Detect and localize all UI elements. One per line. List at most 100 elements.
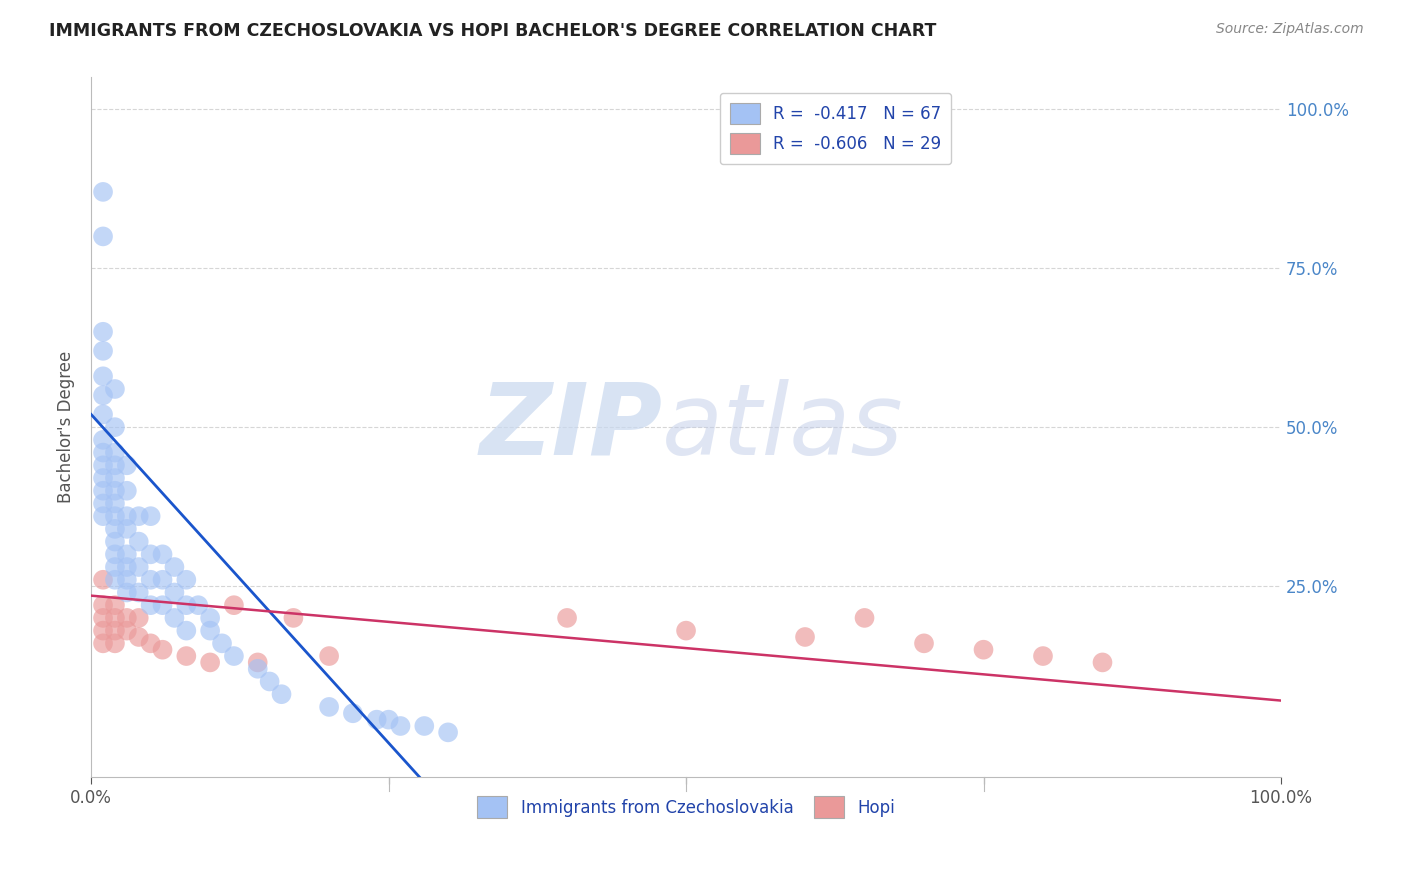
Point [163, 585, 186, 599]
Point [91, 325, 114, 339]
Point [139, 547, 162, 561]
Point [853, 611, 876, 625]
Point [104, 598, 127, 612]
Point [163, 560, 186, 574]
Legend: Immigrants from Czechoslovakia, Hopi: Immigrants from Czechoslovakia, Hopi [471, 789, 901, 824]
Point [115, 624, 138, 638]
Point [437, 725, 460, 739]
Point [104, 471, 127, 485]
Point [91, 445, 114, 459]
Point [128, 611, 150, 625]
Point [104, 547, 127, 561]
Point [246, 656, 269, 670]
Point [139, 573, 162, 587]
Point [115, 560, 138, 574]
Point [91, 343, 114, 358]
Text: ZIP: ZIP [479, 378, 662, 475]
Point [91, 483, 114, 498]
Point [675, 624, 697, 638]
Point [152, 598, 174, 612]
Point [91, 573, 114, 587]
Point [104, 496, 127, 510]
Point [259, 674, 281, 689]
Point [104, 509, 127, 524]
Point [91, 471, 114, 485]
Point [104, 445, 127, 459]
Point [104, 624, 127, 638]
Point [377, 713, 399, 727]
Point [973, 642, 995, 657]
Point [115, 522, 138, 536]
Point [152, 547, 174, 561]
Point [152, 573, 174, 587]
Point [128, 534, 150, 549]
Point [366, 713, 388, 727]
Point [222, 648, 245, 663]
Point [104, 458, 127, 473]
Point [91, 388, 114, 402]
Point [104, 382, 127, 396]
Point [91, 458, 114, 473]
Point [91, 408, 114, 422]
Point [115, 458, 138, 473]
Point [187, 598, 209, 612]
Point [198, 656, 221, 670]
Point [413, 719, 436, 733]
Point [91, 624, 114, 638]
Point [318, 700, 340, 714]
Point [91, 509, 114, 524]
Point [104, 522, 127, 536]
Point [1091, 656, 1114, 670]
Point [139, 509, 162, 524]
Point [555, 611, 578, 625]
Y-axis label: Bachelor's Degree: Bachelor's Degree [58, 351, 75, 503]
Point [115, 509, 138, 524]
Point [128, 560, 150, 574]
Point [91, 598, 114, 612]
Text: atlas: atlas [662, 378, 904, 475]
Point [176, 624, 198, 638]
Point [342, 706, 364, 721]
Point [91, 433, 114, 447]
Point [139, 636, 162, 650]
Point [211, 636, 233, 650]
Point [318, 648, 340, 663]
Point [222, 598, 245, 612]
Point [91, 636, 114, 650]
Point [128, 630, 150, 644]
Point [91, 496, 114, 510]
Text: Source: ZipAtlas.com: Source: ZipAtlas.com [1216, 22, 1364, 37]
Point [104, 420, 127, 434]
Point [128, 585, 150, 599]
Point [176, 598, 198, 612]
Point [1032, 648, 1054, 663]
Point [198, 624, 221, 638]
Point [198, 611, 221, 625]
Point [270, 687, 292, 701]
Point [152, 642, 174, 657]
Point [104, 534, 127, 549]
Point [115, 611, 138, 625]
Point [104, 573, 127, 587]
Point [794, 630, 817, 644]
Point [91, 611, 114, 625]
Point [115, 585, 138, 599]
Point [163, 611, 186, 625]
Point [246, 662, 269, 676]
Point [91, 185, 114, 199]
Point [115, 547, 138, 561]
Point [104, 611, 127, 625]
Point [104, 483, 127, 498]
Point [104, 560, 127, 574]
Point [912, 636, 935, 650]
Point [115, 483, 138, 498]
Point [91, 229, 114, 244]
Point [389, 719, 412, 733]
Point [283, 611, 305, 625]
Point [139, 598, 162, 612]
Point [176, 648, 198, 663]
Point [176, 573, 198, 587]
Point [115, 573, 138, 587]
Text: IMMIGRANTS FROM CZECHOSLOVAKIA VS HOPI BACHELOR'S DEGREE CORRELATION CHART: IMMIGRANTS FROM CZECHOSLOVAKIA VS HOPI B… [49, 22, 936, 40]
Point [104, 636, 127, 650]
